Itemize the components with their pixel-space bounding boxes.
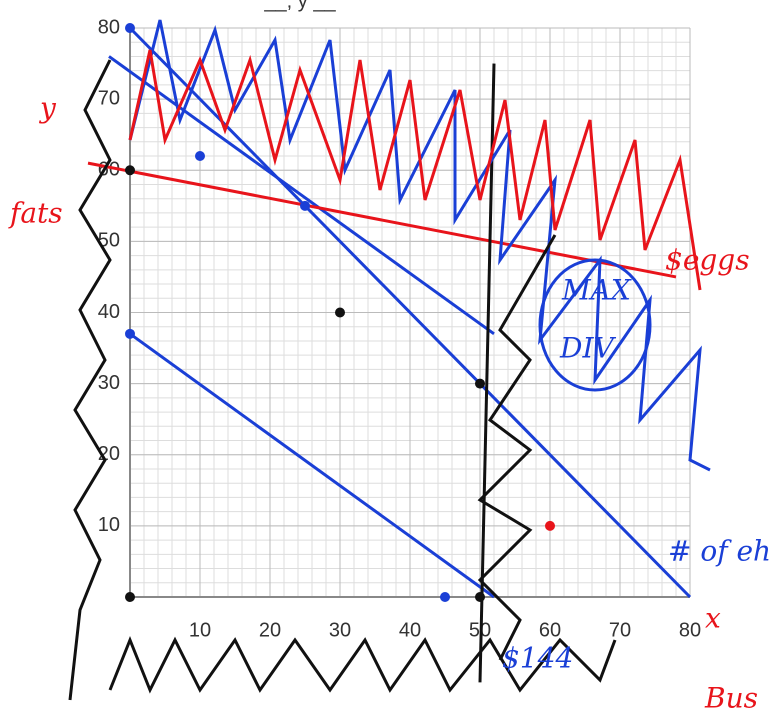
annotation: x xyxy=(705,602,721,635)
line xyxy=(129,332,495,599)
x-tick-label: 80 xyxy=(679,619,701,641)
x-tick-label: 60 xyxy=(539,619,561,641)
point xyxy=(475,378,485,389)
point xyxy=(545,520,555,531)
scribble xyxy=(108,635,617,694)
point xyxy=(335,307,345,318)
point xyxy=(125,592,135,602)
x-tick-label: 10 xyxy=(189,619,211,641)
point xyxy=(300,200,310,211)
annotation: # of eh xyxy=(668,535,771,568)
point xyxy=(125,23,135,33)
y-tick-label: 50 xyxy=(98,230,120,252)
point xyxy=(440,592,450,602)
x-tick-label: 20 xyxy=(259,619,281,641)
line xyxy=(87,161,677,279)
y-tick-label: 40 xyxy=(98,301,120,323)
point xyxy=(125,165,135,176)
y-tick-label: 10 xyxy=(98,514,120,536)
y-tick-label: 80 xyxy=(98,16,120,38)
annotation: DIV xyxy=(559,332,617,365)
scribble xyxy=(128,49,702,291)
annotation: Bus xyxy=(704,682,758,715)
scribble xyxy=(538,258,652,392)
annotation: $eggs xyxy=(665,244,750,277)
scribble xyxy=(477,234,557,661)
x-tick-label: 70 xyxy=(609,619,631,641)
annotation: y xyxy=(38,92,57,125)
annotation: $144 xyxy=(502,642,573,675)
scribble xyxy=(128,19,711,472)
annotation: MAX xyxy=(561,274,632,307)
x-tick-label: 30 xyxy=(329,619,351,641)
y-tick-label: 30 xyxy=(98,372,120,394)
x-tick-label: 40 xyxy=(399,619,421,641)
y-tick-label: 60 xyxy=(98,159,120,181)
point xyxy=(475,592,485,602)
point xyxy=(125,328,135,339)
scribble xyxy=(68,59,112,701)
annotation: fats xyxy=(8,197,63,230)
y-tick-label: 70 xyxy=(98,87,120,109)
chart-title: __, y __ xyxy=(263,0,336,12)
line xyxy=(108,55,495,336)
point xyxy=(195,151,205,162)
